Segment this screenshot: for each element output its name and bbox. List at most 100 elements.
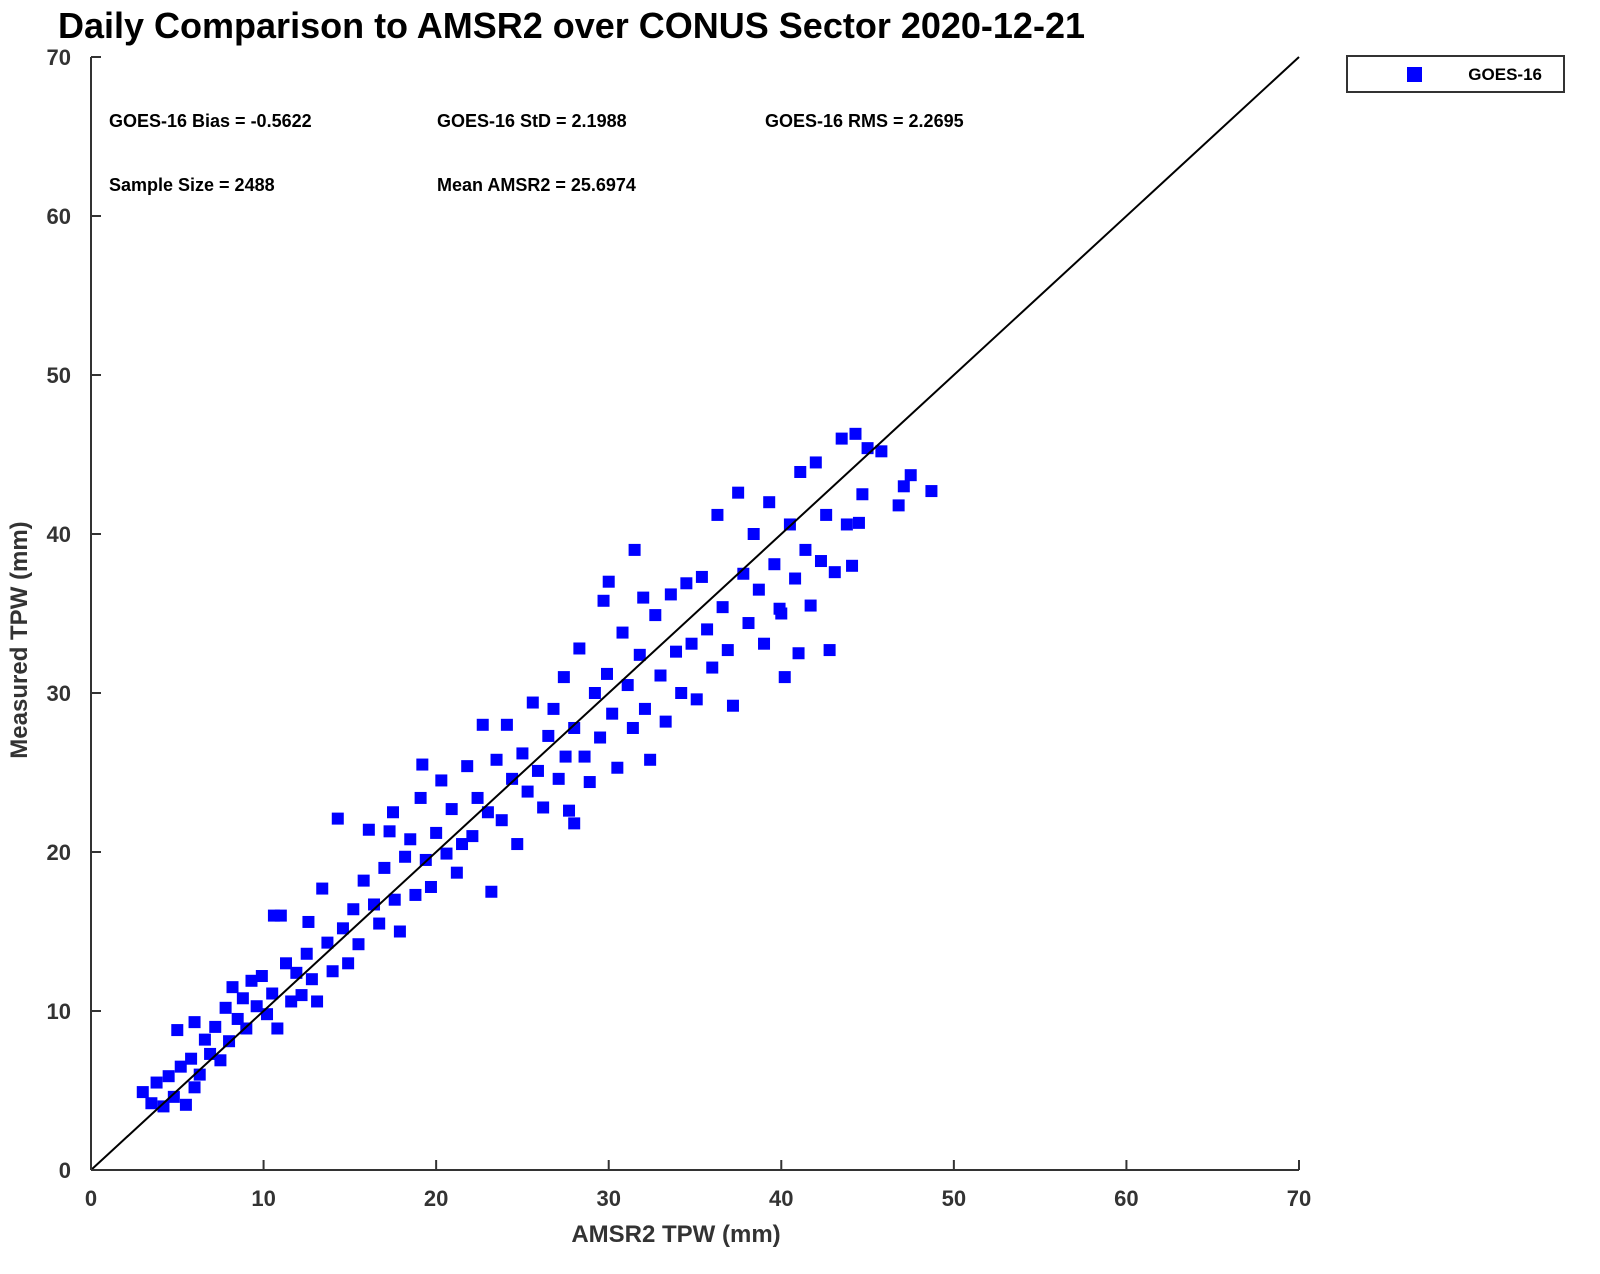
- data-point: [511, 838, 524, 851]
- data-point: [424, 880, 437, 893]
- axes: [90, 57, 1299, 1171]
- y-tick-label: 10: [47, 999, 71, 1024]
- data-point: [167, 1090, 180, 1103]
- data-point: [209, 1020, 222, 1033]
- data-point: [701, 623, 714, 636]
- data-point: [378, 861, 391, 874]
- y-tick-label: 0: [59, 1158, 71, 1183]
- data-point: [531, 764, 544, 777]
- data-point: [219, 1001, 232, 1014]
- data-point: [637, 591, 650, 604]
- data-point: [506, 772, 519, 785]
- data-point: [250, 1000, 263, 1013]
- data-point: [633, 648, 646, 661]
- data-point: [732, 486, 745, 499]
- data-point: [925, 485, 938, 498]
- data-point: [136, 1086, 149, 1099]
- data-point: [255, 970, 268, 983]
- data-point: [763, 496, 776, 509]
- x-tick-label: 40: [769, 1186, 793, 1211]
- data-point: [362, 823, 375, 836]
- data-point: [485, 885, 498, 898]
- data-point: [804, 599, 817, 612]
- data-point: [174, 1060, 187, 1073]
- data-point: [628, 543, 641, 556]
- data-point: [347, 903, 360, 916]
- data-point: [495, 814, 508, 827]
- data-point: [373, 917, 386, 930]
- x-tick-label: 60: [1114, 1186, 1138, 1211]
- data-point: [552, 772, 565, 785]
- data-point: [675, 687, 688, 699]
- data-point: [680, 577, 693, 590]
- data-point: [445, 803, 458, 816]
- data-point: [792, 647, 805, 660]
- data-point: [526, 696, 539, 709]
- data-point: [440, 847, 453, 860]
- data-point: [685, 637, 698, 650]
- data-point: [321, 936, 334, 949]
- legend-label-goes-16: GOES-16: [1468, 65, 1542, 84]
- data-point: [846, 559, 859, 572]
- data-point: [352, 938, 365, 951]
- data-point: [295, 989, 308, 1002]
- data-point: [616, 626, 629, 639]
- data-point: [721, 644, 734, 657]
- data-point: [476, 718, 489, 731]
- ticks: 0 10 20 30 40 50 60 70 0 10 20 30 40 50 60 70: [47, 45, 1312, 1211]
- data-point: [226, 981, 239, 994]
- data-point: [778, 671, 791, 684]
- data-point: [600, 667, 613, 680]
- data-point: [267, 909, 280, 922]
- annotation-bias: GOES-16 Bias = -0.5622: [109, 111, 312, 131]
- data-point: [214, 1054, 227, 1067]
- points-layer: [136, 427, 938, 1113]
- data-point: [393, 925, 406, 938]
- data-point: [245, 974, 258, 987]
- data-point: [537, 801, 550, 814]
- data-point: [856, 488, 869, 501]
- data-point: [521, 785, 534, 798]
- data-point: [568, 721, 581, 734]
- data-point: [435, 774, 448, 787]
- data-point: [342, 957, 355, 970]
- data-point: [644, 753, 657, 766]
- data-point: [456, 838, 469, 851]
- x-tick-label: 30: [596, 1186, 620, 1211]
- data-point: [726, 699, 739, 712]
- data-point: [311, 995, 324, 1008]
- data-point: [706, 661, 719, 674]
- data-point: [563, 804, 576, 817]
- data-point: [775, 607, 788, 620]
- data-point: [875, 445, 888, 458]
- y-tick-label: 30: [47, 681, 71, 706]
- data-point: [794, 465, 807, 478]
- data-point: [573, 642, 586, 655]
- data-point: [171, 1024, 184, 1037]
- data-point: [466, 830, 479, 843]
- data-point: [461, 760, 474, 773]
- data-point: [261, 1008, 274, 1021]
- x-tick-label: 0: [85, 1186, 97, 1211]
- one-to-one-line: [90, 56, 1300, 1171]
- annotation-mean-amsr2: Mean AMSR2 = 25.6974: [437, 175, 636, 195]
- data-point: [611, 761, 624, 774]
- data-point: [450, 866, 463, 879]
- y-tick-label: 70: [47, 45, 71, 70]
- data-point: [897, 480, 910, 493]
- data-point: [654, 669, 667, 682]
- data-point: [516, 747, 529, 760]
- x-tick-label: 70: [1287, 1186, 1311, 1211]
- data-point: [892, 499, 905, 512]
- x-axis-label: AMSR2 TPW (mm): [571, 1221, 780, 1248]
- data-point: [659, 715, 672, 728]
- data-point: [305, 973, 318, 986]
- data-point: [404, 833, 417, 846]
- data-point: [490, 753, 503, 766]
- data-point: [266, 987, 279, 1000]
- data-point: [471, 791, 484, 804]
- data-point: [588, 687, 601, 699]
- data-point: [179, 1098, 192, 1111]
- data-point: [758, 637, 771, 650]
